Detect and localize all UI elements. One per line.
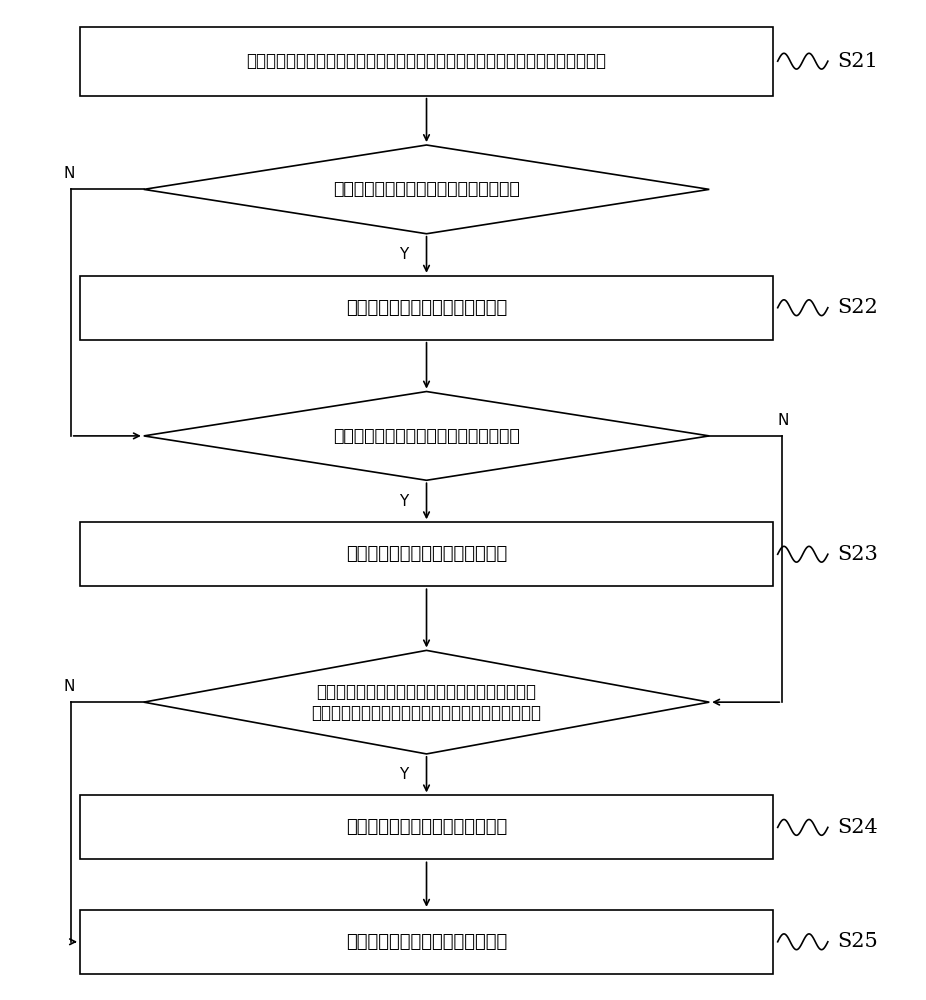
Text: S22: S22 xyxy=(837,298,878,317)
Text: 若手机使用者是第一次使用手机，则将脉搏信息与预设的大众化睡眠阈值范围比较: 若手机使用者是第一次使用手机，则将脉搏信息与预设的大众化睡眠阈值范围比较 xyxy=(246,52,607,70)
Text: Y: Y xyxy=(399,494,408,509)
Text: S24: S24 xyxy=(837,818,878,837)
Text: S21: S21 xyxy=(837,52,878,71)
Polygon shape xyxy=(144,392,709,480)
FancyBboxPatch shape xyxy=(80,795,773,859)
Polygon shape xyxy=(144,650,709,754)
Text: 判断所述脉搏信息是否处于深睡眠状态？: 判断所述脉搏信息是否处于深睡眠状态？ xyxy=(333,427,519,445)
Text: 判定手机使用者正在进入清醒状态: 判定手机使用者正在进入清醒状态 xyxy=(346,818,507,836)
FancyBboxPatch shape xyxy=(80,522,773,586)
Text: 判断脉搏信息是否不处于大众化睡眠阈值范围内且
与大众化睡眠阈值范围的距离小于或等于预设距离？: 判断脉搏信息是否不处于大众化睡眠阈值范围内且 与大众化睡眠阈值范围的距离小于或等… xyxy=(311,683,542,722)
Text: N: N xyxy=(64,679,75,694)
FancyBboxPatch shape xyxy=(80,276,773,340)
Text: Y: Y xyxy=(399,767,408,782)
Text: N: N xyxy=(778,413,789,428)
Text: Y: Y xyxy=(399,247,408,262)
Text: S25: S25 xyxy=(837,932,878,951)
Text: S23: S23 xyxy=(837,545,878,564)
Text: 判定手机使用者已经处于睡眠状态: 判定手机使用者已经处于睡眠状态 xyxy=(346,545,507,563)
Text: 判定手机使用者正在进入睡眠状态: 判定手机使用者正在进入睡眠状态 xyxy=(346,299,507,317)
Text: 判断所述脉搏信息是否处于浅睡眠状态？: 判断所述脉搏信息是否处于浅睡眠状态？ xyxy=(333,180,519,198)
Text: 判定手机使用者已经处于清醒状态: 判定手机使用者已经处于清醒状态 xyxy=(346,933,507,951)
Text: N: N xyxy=(64,166,75,181)
FancyBboxPatch shape xyxy=(80,27,773,96)
FancyBboxPatch shape xyxy=(80,910,773,974)
Polygon shape xyxy=(144,145,709,234)
